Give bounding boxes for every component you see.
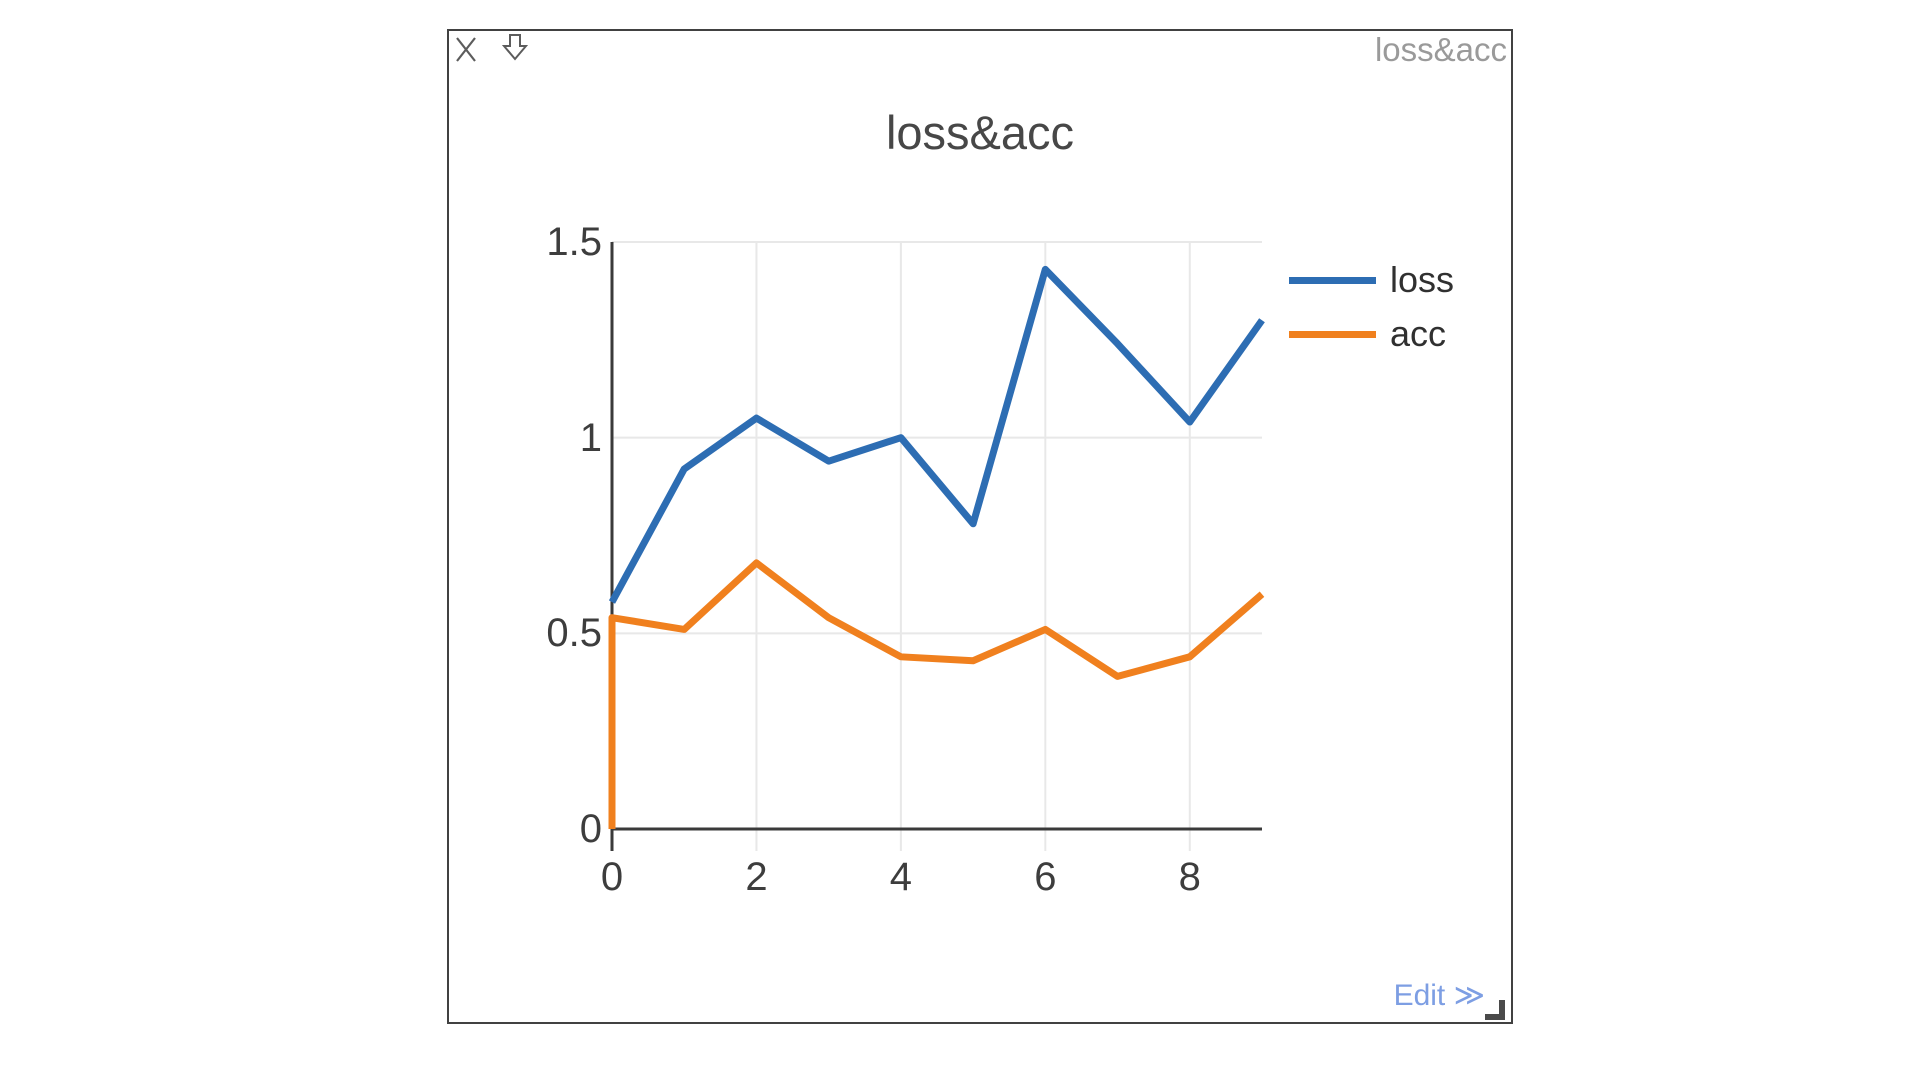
- y-tick-label: 0: [579, 807, 602, 851]
- y-tick-label: 0.5: [546, 611, 602, 656]
- series-line-acc: [608, 559, 1265, 829]
- y-tick-label: 1: [579, 415, 602, 460]
- legend: loss acc: [1289, 253, 1454, 361]
- x-tick-label: 0: [600, 855, 624, 899]
- x-tick-label: 2: [745, 855, 768, 899]
- download-arrow-icon: [501, 34, 529, 65]
- resize-grip-icon[interactable]: [1485, 1000, 1505, 1020]
- chart-popup-window: loss&acc loss&acc 0 0.5 1 1.5 0 2 4 6 8 loss acc…: [447, 29, 1513, 1024]
- close-button[interactable]: [453, 34, 479, 64]
- legend-swatch-acc: [1289, 330, 1376, 338]
- x-tick-label: 4: [889, 855, 912, 899]
- series-line-loss: [608, 265, 1265, 604]
- y-tick-label: 1.5: [546, 220, 602, 264]
- plot-area: [608, 241, 1265, 851]
- download-button[interactable]: [501, 32, 529, 65]
- close-icon: [453, 37, 479, 67]
- legend-label: acc: [1390, 313, 1447, 354]
- legend-item-loss[interactable]: loss: [1289, 253, 1454, 307]
- legend-label: loss: [1390, 259, 1455, 300]
- window-title: loss&acc: [1374, 31, 1507, 68]
- chart-title: loss&acc: [885, 106, 1075, 159]
- edit-link[interactable]: Edit ≫: [1393, 979, 1485, 1012]
- legend-item-acc[interactable]: acc: [1289, 307, 1454, 361]
- x-tick-label: 6: [1034, 855, 1057, 899]
- legend-swatch-loss: [1289, 276, 1376, 284]
- x-tick-label: 8: [1178, 855, 1201, 899]
